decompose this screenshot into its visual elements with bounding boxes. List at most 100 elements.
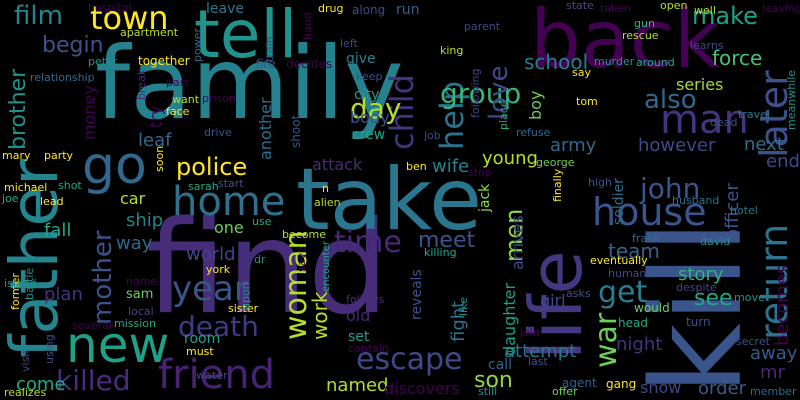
word-frank: frank (632, 232, 661, 245)
word-killing: killing (424, 246, 457, 259)
word-tom: tom (576, 95, 598, 108)
word-taken: taken (600, 2, 631, 15)
word-n: n (322, 182, 329, 195)
word-set: set (348, 329, 370, 345)
word-new: new (66, 316, 170, 374)
word-travel: travel (738, 108, 770, 121)
word-death: death (178, 310, 259, 343)
word-sister: sister (228, 302, 259, 315)
word-join: join (520, 326, 540, 339)
word-mary: mary (2, 149, 31, 162)
word-water: water (196, 369, 228, 382)
word-offer: offer (552, 385, 578, 398)
word-captain: captain (348, 342, 389, 355)
word-york: york (206, 263, 231, 276)
word-take: take (296, 150, 483, 250)
word-force: force (712, 46, 763, 70)
word-film: film (14, 1, 63, 31)
word-daughter: daughter (500, 282, 519, 356)
word-mission: mission (114, 317, 156, 330)
word-school: school (524, 50, 589, 74)
word-money: money (80, 85, 99, 140)
word-also: also (644, 85, 697, 115)
word-girl: girl (540, 291, 566, 310)
word-say: say (572, 66, 591, 79)
word-show: show (640, 378, 682, 397)
word-power: power (191, 28, 204, 62)
word-despite: despite (676, 281, 717, 294)
word-shot: shot (58, 179, 82, 192)
word-meet: meet (418, 228, 476, 253)
word-face: face (166, 105, 190, 118)
word-leaf: leaf (138, 130, 172, 151)
word-tell: tell (194, 0, 298, 73)
word-meanwhile: meanwhile (785, 69, 798, 130)
word-fire: fire (256, 57, 276, 71)
word-another: another (256, 97, 275, 160)
word-finally: finally (551, 168, 564, 202)
word-last: last (528, 355, 548, 368)
word-david: david (700, 235, 731, 248)
word-asks: asks (566, 287, 591, 300)
word-refuse: refuse (516, 126, 551, 139)
word-together: together (138, 54, 190, 68)
word-job: job (424, 129, 441, 142)
word-arrives: arrives (508, 215, 527, 270)
word-see: see (694, 286, 733, 311)
word-gun: gun (634, 17, 655, 30)
word-city: city (354, 87, 380, 103)
word-high: high (588, 176, 612, 189)
word-relationship: relationship (30, 71, 95, 84)
word-king: king (440, 44, 464, 57)
word-day: day (350, 92, 402, 125)
word-series: series (676, 75, 724, 94)
word-one: one (214, 218, 244, 237)
word-police: police (176, 153, 248, 181)
word-name: name (126, 275, 158, 288)
word-try: try (146, 105, 165, 128)
word-town: town (90, 0, 169, 37)
word-lead: lead (40, 195, 64, 208)
word-state: state (566, 0, 594, 12)
word-would: would (634, 301, 670, 315)
word-party: party (44, 149, 74, 162)
word-husband: husband (672, 194, 720, 207)
word-following: following (469, 68, 482, 118)
word-secret: secret (736, 335, 770, 348)
word-brother: brother (6, 68, 31, 150)
word-hand: hand (301, 12, 314, 40)
word-soldier: soldier (611, 178, 627, 225)
word-make: make (692, 2, 758, 30)
word-left: left (340, 37, 358, 50)
word-attempt: attempt (504, 341, 577, 362)
word-killed: killed (56, 364, 131, 397)
word-away: away (750, 343, 798, 364)
word-home: home (172, 179, 286, 225)
word-boy: boy (526, 90, 545, 120)
word-save: save (295, 246, 308, 272)
word-attack: attack (312, 155, 363, 174)
word-shoot: shoot (289, 114, 303, 148)
word-way: way (116, 233, 153, 254)
word-team: team (608, 239, 660, 263)
word-upon: upon (239, 282, 252, 310)
word-want: want (172, 93, 200, 106)
word-using: using (43, 334, 56, 364)
word-decides: decides (286, 57, 333, 71)
word-agent: agent (562, 376, 597, 390)
word-fall: fall (44, 220, 72, 241)
word-discovers: discovers (384, 379, 460, 398)
word-begin: begin (42, 33, 104, 58)
word-around: around (636, 56, 675, 69)
word-use: use (252, 215, 272, 228)
word-still: still (478, 385, 498, 398)
word-soon: soon (153, 145, 166, 172)
word-keep: keep (356, 70, 383, 83)
word-leaving: leaving (762, 2, 800, 15)
word-learns: learns (690, 39, 724, 52)
word-part: part (166, 76, 189, 89)
word-local: local (128, 305, 154, 318)
word-room: room (184, 331, 221, 347)
word-reveals: reveals (409, 269, 425, 320)
